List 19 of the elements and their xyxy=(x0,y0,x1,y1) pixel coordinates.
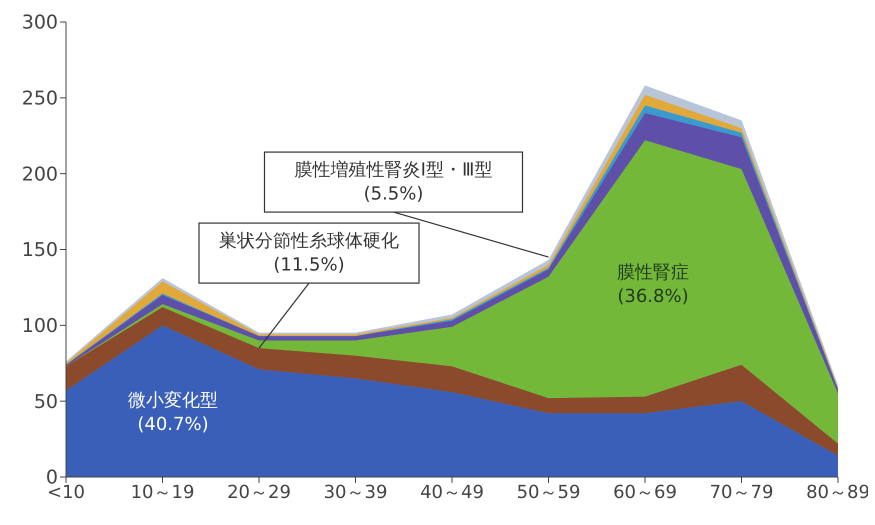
x-tick-label: 70～79 xyxy=(710,482,774,503)
y-tick-label: 50 xyxy=(34,390,58,413)
area-note: 膜性腎症 (36.8%) xyxy=(617,261,689,309)
x-tick-label: 30～39 xyxy=(324,482,388,503)
annotation: 膜性増殖性腎炎Ⅰ型・Ⅲ型 (5.5%) xyxy=(294,160,492,205)
y-tick-label: 200 xyxy=(22,163,58,186)
y-tick-label: 0 xyxy=(46,466,58,489)
x-tick-label: 50～59 xyxy=(516,482,580,503)
annotation: 巣状分節性糸球体硬化 (11.5%) xyxy=(219,230,399,276)
y-tick-label: 300 xyxy=(22,12,58,34)
y-tick-label: 250 xyxy=(22,88,58,110)
area-note: 微小変化型 (40.7%) xyxy=(128,389,218,437)
x-tick-label: 60～69 xyxy=(613,482,677,503)
x-tick-label: 20～29 xyxy=(227,482,291,503)
callout: 巣状分節性糸球体硬化 (11.5%) xyxy=(198,222,420,348)
y-tick-label: 100 xyxy=(22,315,58,338)
y-tick-label: 150 xyxy=(22,239,58,262)
x-tick-label: 10～19 xyxy=(130,482,194,503)
x-tick-label: 40～49 xyxy=(420,482,484,503)
